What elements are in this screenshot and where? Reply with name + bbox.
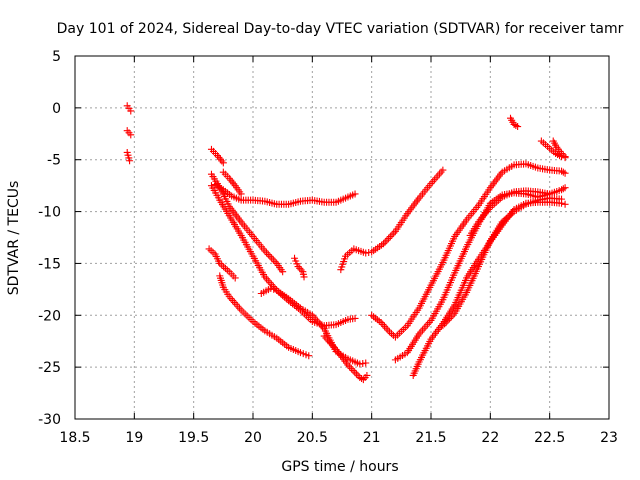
data-point-arc-l xyxy=(385,234,393,242)
data-point-arc-d xyxy=(268,254,276,262)
data-point-arc-d xyxy=(264,251,272,259)
x-tick-label: 20.5 xyxy=(297,430,328,446)
data-point-arc-r xyxy=(514,123,522,131)
data-point-arc-m xyxy=(384,326,392,334)
data-point-arc-o xyxy=(561,200,569,208)
data-point-arc-l xyxy=(381,238,389,246)
data-point-arc-p xyxy=(558,195,566,203)
y-tick-label: -20 xyxy=(38,308,61,324)
data-point-arc-m xyxy=(559,168,567,176)
data-point-arc-f xyxy=(351,314,359,322)
data-points xyxy=(123,102,569,384)
x-axis-label: GPS time / hours xyxy=(281,459,398,475)
y-tick-label: 5 xyxy=(52,49,61,65)
data-point-arc-p xyxy=(446,315,454,323)
data-point-arc-r xyxy=(512,121,520,129)
x-tick-label: 21 xyxy=(363,430,381,446)
data-point-arc-j xyxy=(297,266,305,274)
x-tick-label: 20 xyxy=(244,430,262,446)
data-point-arc-g xyxy=(231,274,239,282)
data-point-arc-k xyxy=(349,366,357,374)
data-point-arc-l xyxy=(386,233,394,241)
data-point-arc-c xyxy=(351,190,359,198)
data-point-arc-t xyxy=(561,153,569,161)
data-point-arc-m xyxy=(379,320,387,328)
y-tick-label: -5 xyxy=(47,153,61,169)
y-tick-label: -25 xyxy=(38,360,61,376)
chart-title: Day 101 of 2024, Sidereal Day-to-day VTE… xyxy=(57,21,624,37)
data-point-arc-l xyxy=(390,229,398,237)
data-point-arc-k xyxy=(351,368,359,376)
data-point-arc-a1 xyxy=(127,107,135,115)
plot-frame xyxy=(74,55,610,420)
data-point-arc-k xyxy=(344,361,352,369)
data-point-arc-j xyxy=(300,273,308,281)
data-point-arc-k xyxy=(347,365,355,373)
data-point-arc-p xyxy=(444,316,452,324)
data-point-arc-m xyxy=(380,322,388,330)
data-point-arc-g xyxy=(220,263,228,271)
x-tick-label: 18.5 xyxy=(59,430,90,446)
y-axis-label: SDTVAR / TECUs xyxy=(6,181,22,296)
y-tick-label: 0 xyxy=(52,101,61,117)
data-point-arc-d xyxy=(279,268,287,276)
x-tick-label: 22.5 xyxy=(534,430,565,446)
data-point-arc-p xyxy=(442,318,450,326)
data-point-arc-i xyxy=(270,285,278,293)
data-point-arc-h xyxy=(305,352,313,360)
data-point-arc-d xyxy=(266,252,274,260)
data-point-arc-g xyxy=(218,261,226,269)
x-tick-label: 19 xyxy=(125,430,143,446)
data-point-arc-l xyxy=(383,236,391,244)
data-point-arc-i xyxy=(267,284,275,292)
data-point-arc-d xyxy=(271,258,279,266)
data-point-arc-l xyxy=(388,231,396,239)
data-point-arc-d xyxy=(263,249,271,257)
x-tick-label: 21.5 xyxy=(415,430,446,446)
y-tick-label: -15 xyxy=(38,256,61,272)
data-point-arc-l xyxy=(380,240,388,248)
data-point-arc-p xyxy=(441,320,449,328)
data-point-arc-k xyxy=(346,363,354,371)
data-point-arc-p xyxy=(439,322,447,330)
data-point-arc-k xyxy=(363,371,371,379)
data-point-arc-j xyxy=(294,263,302,271)
data-point-arc-a3 xyxy=(126,157,134,165)
data-point-arc-m xyxy=(561,169,569,177)
grid xyxy=(75,56,609,419)
x-tick-label: 22 xyxy=(481,430,499,446)
data-point-arc-g xyxy=(223,266,231,274)
data-point-arc-t xyxy=(558,149,566,157)
y-tick-label: -10 xyxy=(38,205,61,221)
data-point-arc-d xyxy=(269,256,277,264)
data-point-arc-r xyxy=(510,120,518,128)
y-tick-label: -30 xyxy=(38,412,61,428)
data-point-arc-m xyxy=(558,167,566,175)
data-point-arc-m xyxy=(382,324,390,332)
data-point-arc-a2 xyxy=(127,131,135,139)
data-point-arc-p xyxy=(447,313,455,321)
data-point-arc-b xyxy=(219,159,227,167)
x-tick-label: 23 xyxy=(600,430,618,446)
data-point-arc-k xyxy=(352,370,360,378)
data-point-arc-k xyxy=(358,375,366,383)
data-point-arc-e xyxy=(237,190,245,198)
data-point-arc-q xyxy=(546,190,554,198)
data-point-arc-n xyxy=(558,186,566,194)
data-point-arc-n xyxy=(559,185,567,193)
data-point-arc-t xyxy=(559,151,567,159)
data-point-arc-j xyxy=(296,264,304,272)
data-point-arc-l xyxy=(439,166,447,174)
data-point-arc-g xyxy=(221,264,229,272)
x-tick-label: 19.5 xyxy=(178,430,209,446)
axis-ticks: 18.5 19 19.5 20 20.5 21 21.5 22 22.5 23 5 0 -5 -10 -15… xyxy=(38,49,618,446)
data-point-arc-d xyxy=(261,247,269,255)
data-point-arc-i xyxy=(362,359,370,367)
data-point-arc-n xyxy=(561,184,569,192)
data-point-arc-p xyxy=(449,311,457,319)
